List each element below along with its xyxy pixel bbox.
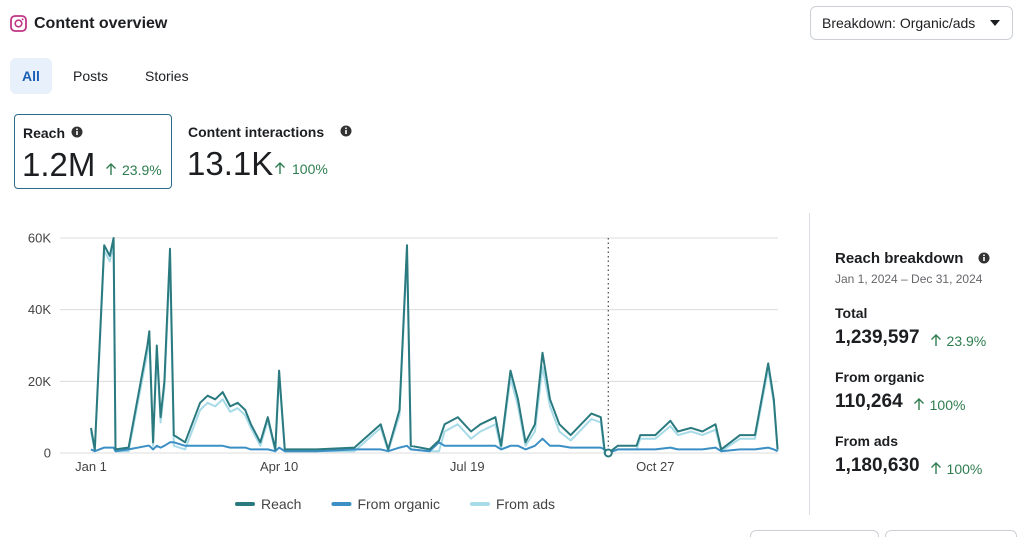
panel-title: Content overview [34, 15, 168, 32]
up-arrow [106, 163, 116, 175]
metric-value: 13.1K [187, 145, 274, 182]
metric-label: Content interactions [188, 124, 325, 140]
breakdown-dropdown[interactable]: Breakdown: Organic/ads [810, 6, 1013, 40]
breakdown-value: 1,239,597 [835, 327, 920, 348]
metric-label: Reach [23, 125, 66, 141]
breakdown-label: Total [835, 305, 868, 321]
metric-change: 23.9% [122, 162, 162, 178]
footer-button[interactable] [750, 530, 879, 537]
up-arrow [930, 461, 942, 475]
metric-change: 100% [292, 161, 328, 177]
tab-stories[interactable]: Stories [145, 68, 189, 84]
reach-chart: 0 20K 40K 60K Jan 1 Apr 10 Jul 19 Oct 27 Reach Fr… [28, 231, 779, 512]
breakdown-date-range: Jan 1, 2024 – Dec 31, 2024 [835, 272, 983, 286]
x-tick-label: Jan 1 [75, 459, 107, 474]
breakdown-change: 100% [929, 397, 966, 413]
x-tick-label: Oct 27 [636, 459, 674, 474]
tab-all[interactable]: All [10, 58, 52, 94]
y-tick-label: 60K [28, 231, 51, 246]
caret [990, 20, 1000, 26]
footer-button[interactable] [885, 530, 1017, 537]
up-arrow [275, 162, 285, 174]
legend-label: From organic [357, 496, 439, 512]
breakdown-change: 100% [946, 461, 983, 477]
series-line [90, 237, 779, 454]
breakdown-value: 110,264 [835, 391, 903, 412]
up-arrow [913, 397, 925, 411]
metric-value: 1.2M [22, 146, 96, 183]
y-tick-label: 20K [28, 374, 51, 389]
up-arrow [930, 333, 942, 347]
dropdown-label: Breakdown: Organic/ads [822, 15, 976, 31]
metric-card-reach[interactable]: Reach 1.2M 23.9% [14, 114, 172, 189]
hover-dot [603, 448, 613, 458]
info-icon [71, 126, 83, 138]
y-tick-label: 40K [28, 302, 51, 317]
legend-label: Reach [261, 496, 301, 512]
breakdown-value: 1,180,630 [835, 455, 920, 476]
series-line [90, 437, 779, 454]
breakdown-label: From ads [835, 433, 899, 449]
x-tick-label: Jul 19 [450, 459, 485, 474]
breakdown-title: Reach breakdown [835, 250, 964, 267]
metric-card-interactions[interactable]: Content interactions 13.1K 100% [180, 114, 380, 189]
x-tick-label: Apr 10 [260, 459, 298, 474]
instagram-icon [10, 15, 27, 32]
info-icon [978, 252, 990, 264]
breakdown-change: 23.9% [946, 333, 987, 349]
legend-label: From ads [496, 496, 555, 512]
y-tick-label: 0 [44, 446, 51, 461]
divider [809, 213, 810, 515]
breakdown-label: From organic [835, 369, 925, 385]
tab-posts[interactable]: Posts [73, 68, 109, 84]
info-icon [340, 125, 352, 137]
